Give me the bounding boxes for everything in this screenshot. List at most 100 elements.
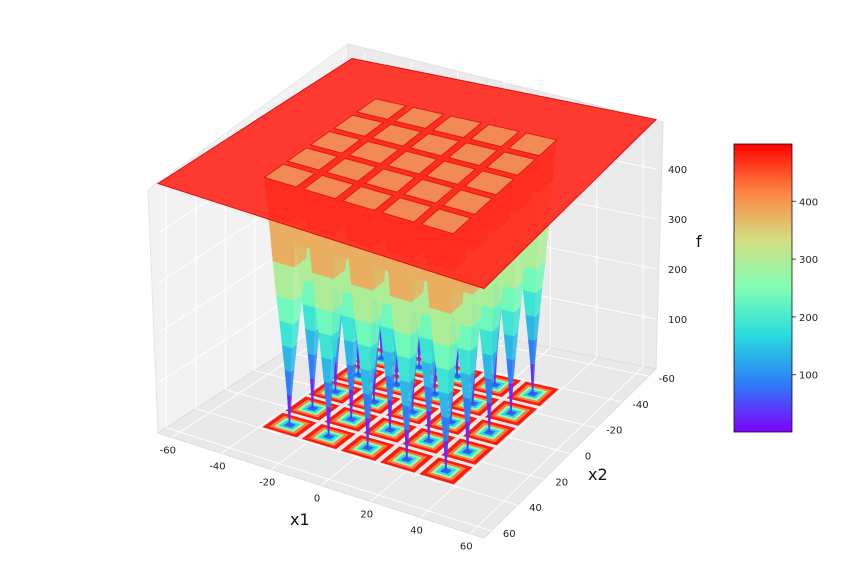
floor-contour-ring <box>283 422 296 428</box>
colorbar-tick-label: 300 <box>799 255 818 266</box>
plateau-mesh-line <box>206 67 398 200</box>
well-funnel-side <box>371 281 385 325</box>
well-funnel-side <box>489 401 492 433</box>
well-funnel-side <box>368 392 373 419</box>
well-funnel-side <box>512 331 519 361</box>
plateau-well-opening <box>463 170 515 196</box>
well-funnel-side <box>313 327 320 356</box>
well-funnel-side <box>390 399 393 430</box>
plateau-mesh-line <box>174 61 368 189</box>
x2-tick-label: 60 <box>503 529 516 540</box>
well-funnel-side <box>430 359 437 388</box>
plateau-well-opening <box>409 132 461 157</box>
well-funnel-side <box>369 341 378 372</box>
well-funnel-side <box>535 261 546 294</box>
well-funnel-side <box>514 245 528 290</box>
well-funnel-side <box>289 394 292 425</box>
well-funnel-side <box>448 339 459 371</box>
well-funnel-side <box>291 319 300 349</box>
well-funnel-side <box>532 363 536 394</box>
well-funnel-side <box>429 385 434 412</box>
x2-axis-label: x2 <box>588 465 608 484</box>
colorbar-ticks: 100 200 300 400 <box>792 197 818 382</box>
well-funnel-side <box>446 415 451 442</box>
floor-contour-ring <box>461 448 474 455</box>
x2-tick-label: 0 <box>585 452 591 463</box>
well-funnel-segment <box>429 307 451 348</box>
floor-contour-ring <box>329 389 342 395</box>
plateau-well-opening <box>348 140 400 165</box>
colorbar-gradient <box>733 143 793 433</box>
well-funnel-side <box>495 354 498 385</box>
well-funnel-side <box>533 337 538 365</box>
x2-axis-ticks: -60 -40 -20 0 20 40 60 <box>503 374 675 540</box>
well-funnel-side <box>390 374 395 402</box>
well-funnel-side <box>335 361 338 392</box>
f-tick-label: 400 <box>668 165 687 176</box>
plateau-well-opening <box>447 142 499 167</box>
well-funnel-side <box>449 303 463 348</box>
well-funnel-side <box>290 344 297 373</box>
plateau-well-opening <box>370 123 423 147</box>
well-funnel-side <box>369 367 376 396</box>
surface-plateau <box>156 57 658 290</box>
well-funnel-side <box>429 410 432 441</box>
colorbar-tick-label: 100 <box>799 371 818 382</box>
well-funnel-side <box>536 225 549 270</box>
plateau-mesh-line <box>223 70 413 205</box>
plateau-well-opening <box>485 151 537 176</box>
plateau-well-opening <box>355 98 408 120</box>
plateau-well-opening <box>431 115 483 139</box>
well-funnel-side <box>447 389 454 419</box>
x2-tick-label: -20 <box>606 426 622 437</box>
plateau-well-opening <box>386 150 439 175</box>
plateau-well-opening <box>309 130 362 154</box>
well-funnel-side <box>293 258 307 301</box>
plateau-surface <box>156 57 658 290</box>
well-funnel-side <box>412 381 415 412</box>
well-funnel-side <box>351 388 354 419</box>
plateau-well-opening <box>420 208 472 235</box>
well-funnel-side <box>351 363 356 391</box>
floor-contour-ring <box>322 433 335 440</box>
well-funnel-side <box>490 376 494 404</box>
well-funnel-side <box>534 287 543 318</box>
x2-tick-label: -40 <box>632 400 648 411</box>
f-axis-ticks: 100 200 300 400 <box>668 165 687 326</box>
well-funnel-side <box>408 378 415 407</box>
plateau-mesh-line <box>475 117 649 287</box>
plateau-mesh-line <box>190 64 383 195</box>
well-funnel-side <box>471 284 484 328</box>
well-funnel-side <box>370 316 381 348</box>
x2-tick-label: -60 <box>659 374 675 385</box>
well-funnel-side <box>513 306 521 337</box>
plateau-well-opening <box>381 197 433 223</box>
well-funnel-side <box>374 371 377 402</box>
plateau-well-opening <box>364 168 417 193</box>
plateau-well-opening <box>286 147 339 171</box>
plateau-mesh-line <box>377 99 558 255</box>
well-funnel-side <box>367 417 371 448</box>
floor-contour-ring <box>483 429 496 436</box>
well-funnel-side <box>467 421 470 452</box>
well-funnel-side <box>407 403 412 431</box>
well-funnel-side <box>492 300 503 333</box>
well-funnel-segment <box>390 295 412 337</box>
plateau-mesh-line <box>451 113 626 279</box>
well-funnel-side <box>468 395 473 423</box>
well-funnel-side <box>290 369 295 397</box>
f-tick-label: 100 <box>668 315 687 326</box>
x1-tick-label: -60 <box>160 445 176 456</box>
plateau-well-opening <box>393 106 446 130</box>
well-funnel-side <box>513 280 524 313</box>
x2-tick-label: 40 <box>529 503 542 514</box>
plateau-well-opening <box>469 123 521 148</box>
well-funnel-side <box>410 292 424 336</box>
well-funnel-side <box>491 325 500 356</box>
colorbar-tick-label: 200 <box>799 313 818 324</box>
x1-tick-label: 0 <box>314 494 320 505</box>
well-funnel-side <box>407 429 410 460</box>
well-funnel-side <box>469 345 478 376</box>
plateau-mesh-line <box>443 111 619 276</box>
plateau-mesh-line <box>198 65 391 197</box>
